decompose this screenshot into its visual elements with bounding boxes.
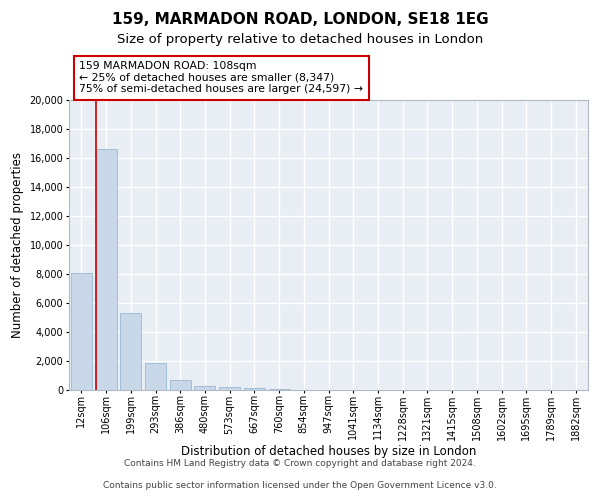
Text: 159 MARMADON ROAD: 108sqm
← 25% of detached houses are smaller (8,347)
75% of se: 159 MARMADON ROAD: 108sqm ← 25% of detac…: [79, 61, 364, 94]
Text: Size of property relative to detached houses in London: Size of property relative to detached ho…: [117, 32, 483, 46]
Bar: [145, 363, 166, 390]
Bar: [95, 150, 116, 390]
Bar: [120, 313, 141, 390]
Y-axis label: Number of detached properties: Number of detached properties: [11, 152, 24, 338]
Bar: [170, 380, 191, 390]
Bar: [219, 387, 240, 390]
Bar: [71, 272, 92, 390]
Bar: [244, 388, 265, 390]
X-axis label: Distribution of detached houses by size in London: Distribution of detached houses by size …: [181, 445, 476, 458]
Bar: [269, 388, 290, 390]
Text: Contains HM Land Registry data © Crown copyright and database right 2024.: Contains HM Land Registry data © Crown c…: [124, 458, 476, 468]
Text: Contains public sector information licensed under the Open Government Licence v3: Contains public sector information licen…: [103, 481, 497, 490]
Text: 159, MARMADON ROAD, LONDON, SE18 1EG: 159, MARMADON ROAD, LONDON, SE18 1EG: [112, 12, 488, 28]
Bar: [194, 386, 215, 390]
